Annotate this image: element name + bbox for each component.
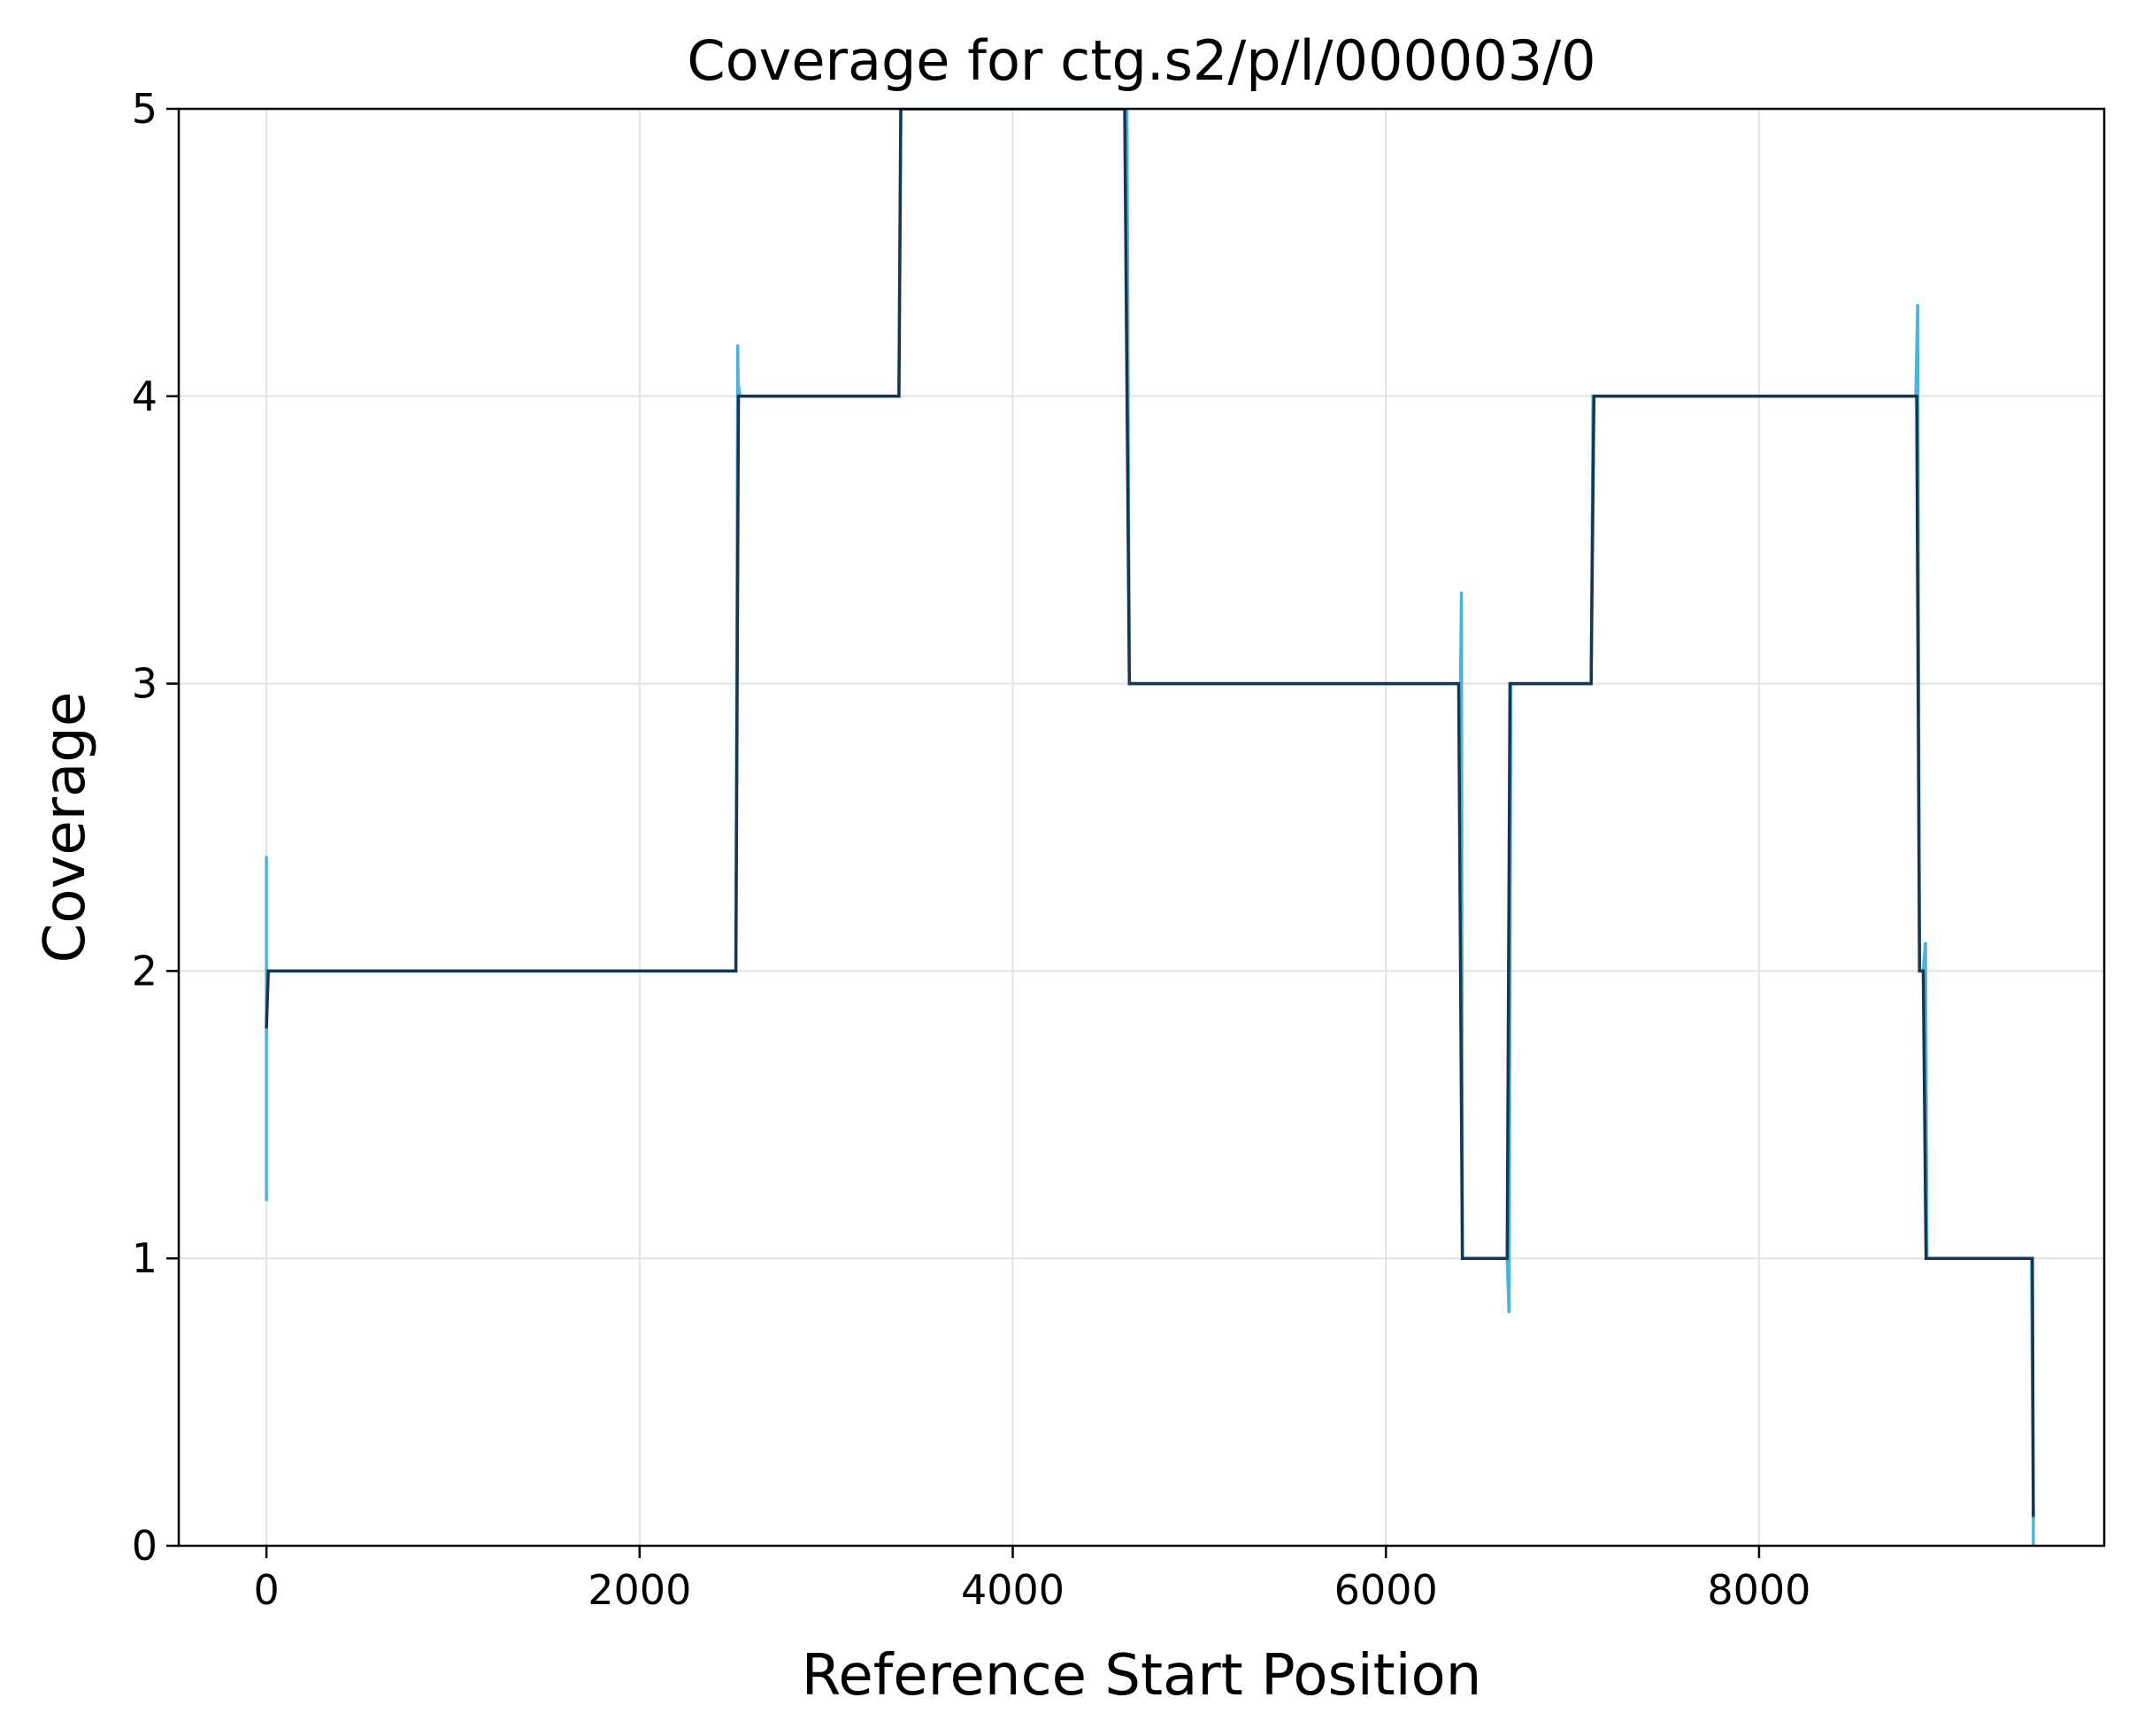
coverage-series-line-1 [265,109,2035,1517]
y-tick-label-5: 5 [132,85,158,133]
series-layer [265,109,2035,1546]
y-axis-ticks: 0 1 2 3 4 5 [132,85,179,1570]
chart-title: Coverage for ctg.s2/p/l/000003/0 [687,28,1595,93]
y-tick-label-3: 3 [132,660,158,708]
x-tick-label-1: 2000 [588,1566,691,1614]
x-tick-label-2: 4000 [961,1566,1064,1614]
x-tick-label-3: 6000 [1334,1566,1438,1614]
y-axis-label: Coverage [33,692,98,964]
y-tick-label-0: 0 [132,1522,158,1570]
x-axis-ticks: 0 2000 4000 6000 8000 [253,1546,1810,1614]
y-tick-label-1: 1 [132,1234,158,1282]
y-tick-label-2: 2 [132,947,158,995]
plot-frame [177,107,2106,1548]
y-tick-label-4: 4 [132,373,158,420]
x-tick-label-4: 8000 [1707,1566,1810,1614]
x-axis-label: Reference Start Position [802,1643,1482,1709]
x-tick-label-0: 0 [253,1566,279,1614]
